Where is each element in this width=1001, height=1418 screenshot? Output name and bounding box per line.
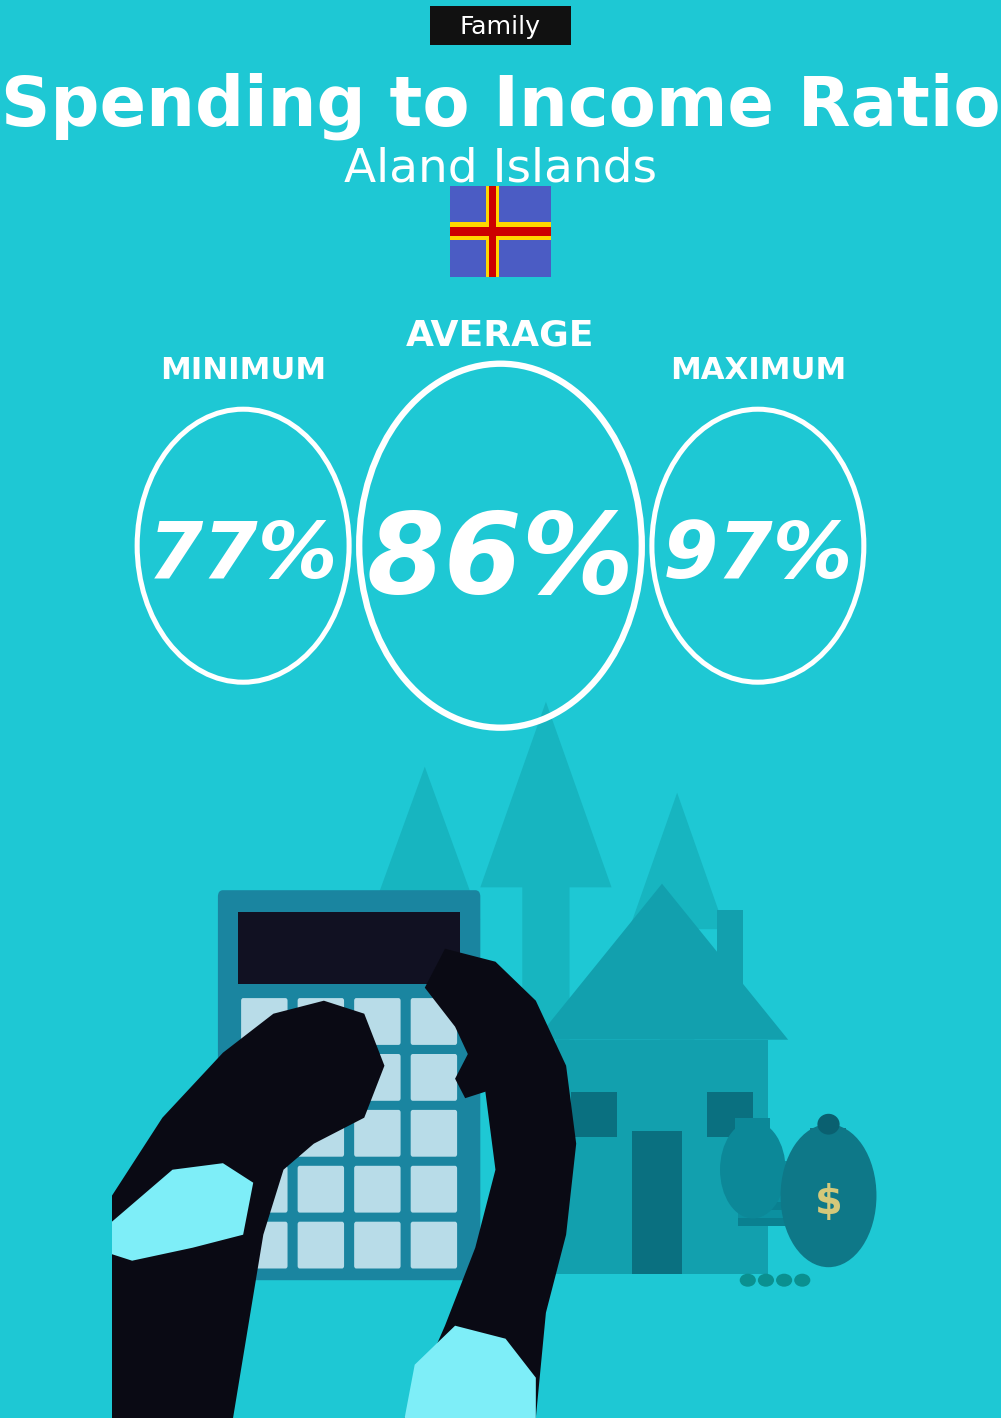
Ellipse shape [776,1273,792,1286]
Ellipse shape [818,1115,840,1134]
FancyBboxPatch shape [241,1166,287,1212]
Text: Spending to Income Ratio: Spending to Income Ratio [1,72,1000,140]
FancyBboxPatch shape [241,1110,287,1157]
FancyBboxPatch shape [718,910,743,1014]
Polygon shape [455,1027,511,1099]
FancyBboxPatch shape [297,1110,344,1157]
Text: $: $ [815,1183,843,1222]
FancyBboxPatch shape [556,1039,768,1273]
FancyBboxPatch shape [354,998,400,1045]
Polygon shape [112,1163,253,1261]
Text: AVERAGE: AVERAGE [406,318,595,352]
Polygon shape [404,949,577,1418]
Text: 86%: 86% [366,508,635,615]
FancyBboxPatch shape [241,1222,287,1269]
Polygon shape [404,1326,536,1418]
FancyBboxPatch shape [354,1054,400,1100]
FancyBboxPatch shape [738,1168,829,1178]
FancyBboxPatch shape [450,227,551,235]
FancyBboxPatch shape [429,7,572,45]
FancyBboxPatch shape [297,1054,344,1100]
FancyBboxPatch shape [450,186,551,277]
FancyBboxPatch shape [738,1200,829,1210]
Polygon shape [369,767,480,1130]
FancyBboxPatch shape [241,1054,287,1100]
Ellipse shape [720,1122,786,1218]
Text: MAXIMUM: MAXIMUM [670,356,846,384]
Text: MINIMUM: MINIMUM [160,356,326,384]
Polygon shape [536,883,788,1039]
FancyBboxPatch shape [218,891,480,1280]
FancyBboxPatch shape [738,1193,829,1202]
FancyBboxPatch shape [450,223,551,241]
FancyBboxPatch shape [297,998,344,1045]
FancyBboxPatch shape [410,1110,457,1157]
Text: Aland Islands: Aland Islands [344,146,657,191]
FancyBboxPatch shape [241,998,287,1045]
FancyBboxPatch shape [485,186,498,277]
FancyBboxPatch shape [238,912,460,984]
FancyBboxPatch shape [297,1166,344,1212]
FancyBboxPatch shape [735,1117,770,1146]
FancyBboxPatch shape [738,1184,829,1194]
FancyBboxPatch shape [489,186,495,277]
FancyBboxPatch shape [738,1215,829,1225]
Polygon shape [112,1001,384,1418]
FancyBboxPatch shape [354,1222,400,1269]
FancyBboxPatch shape [354,1110,400,1157]
FancyBboxPatch shape [708,1092,753,1137]
Ellipse shape [781,1124,877,1268]
Polygon shape [480,702,612,1144]
FancyBboxPatch shape [811,1129,846,1161]
FancyBboxPatch shape [632,1130,682,1273]
FancyBboxPatch shape [738,1177,829,1187]
FancyBboxPatch shape [410,1054,457,1100]
Polygon shape [630,793,725,1117]
FancyBboxPatch shape [738,1161,829,1171]
FancyBboxPatch shape [297,1222,344,1269]
Text: Family: Family [459,16,542,40]
FancyBboxPatch shape [738,1208,829,1218]
FancyBboxPatch shape [410,998,457,1045]
FancyBboxPatch shape [410,1222,457,1269]
Ellipse shape [740,1273,756,1286]
Text: 77%: 77% [148,519,338,594]
FancyBboxPatch shape [410,1166,457,1212]
Text: 97%: 97% [663,519,853,594]
FancyBboxPatch shape [354,1166,400,1212]
Ellipse shape [758,1273,774,1286]
Ellipse shape [794,1273,811,1286]
FancyBboxPatch shape [572,1092,617,1137]
